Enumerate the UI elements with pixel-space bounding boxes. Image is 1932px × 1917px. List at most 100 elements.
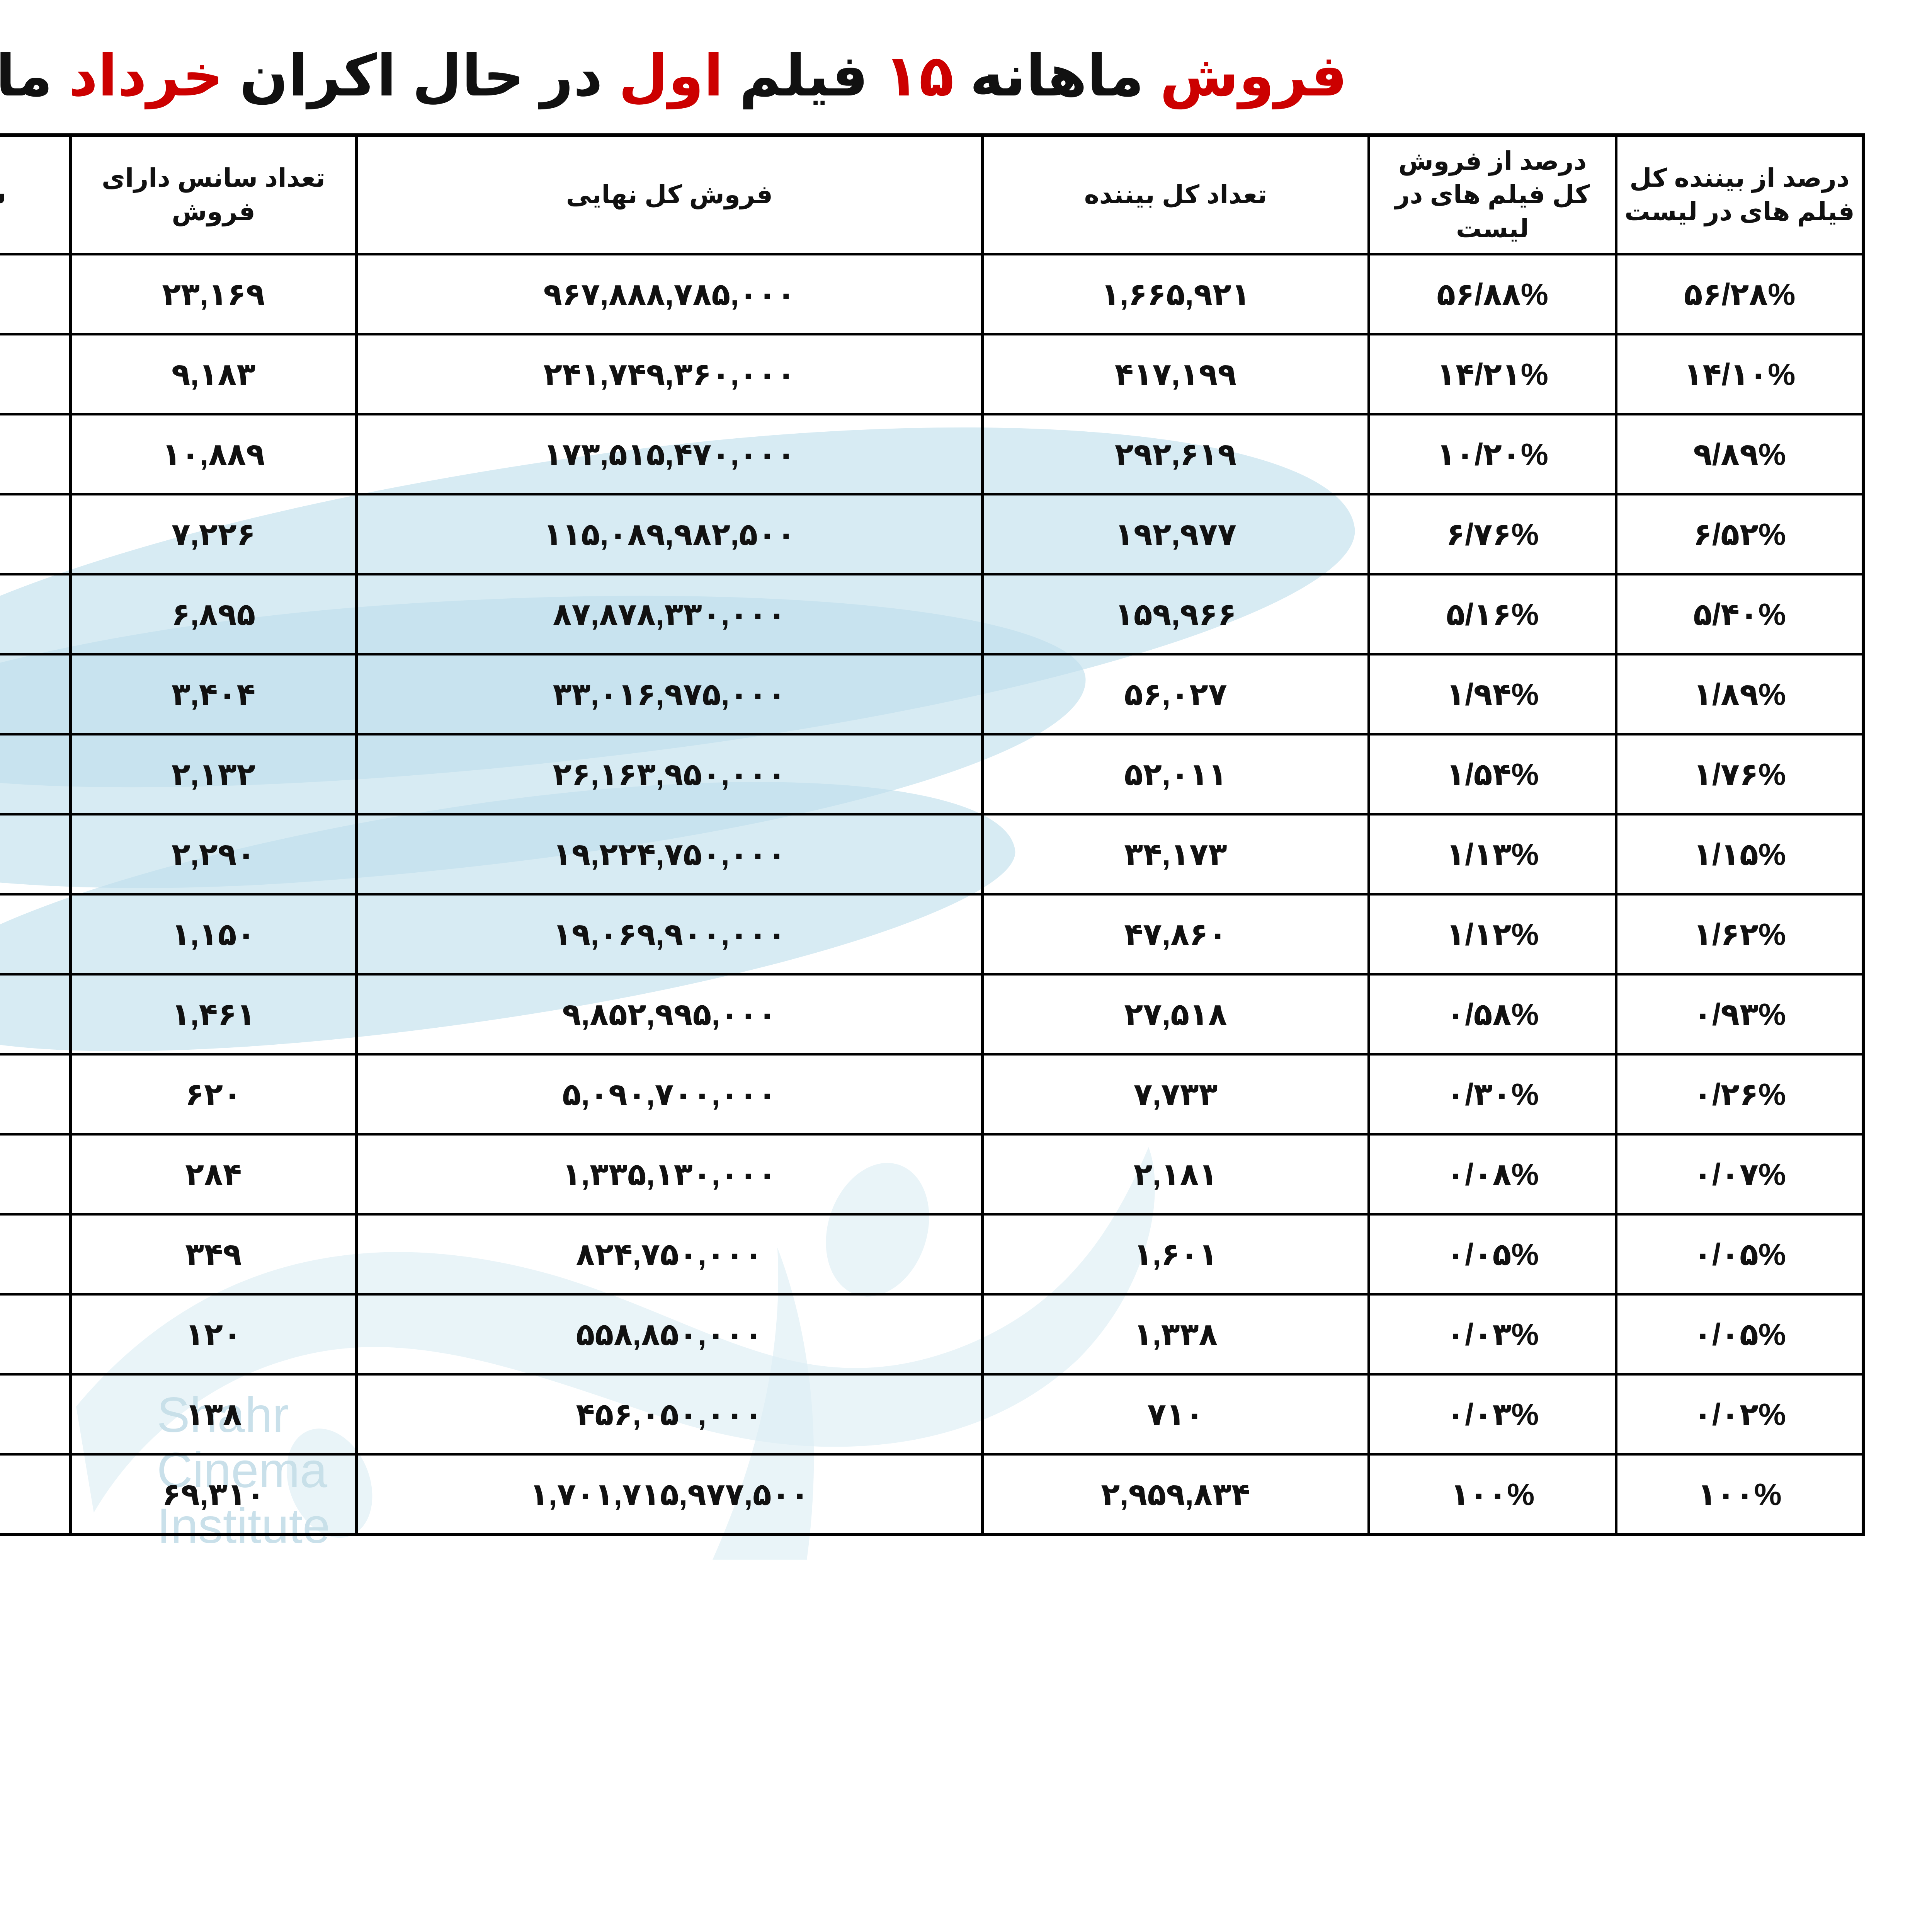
- cell-total-viewers: ۲۷,۵۱۸: [981, 973, 1370, 1056]
- cell-total-viewers: ۱۹۲,۹۷۷: [981, 493, 1370, 575]
- cell-percent-of-total-sales: ۰/۳۰%: [1367, 1053, 1617, 1136]
- cell-percent-of-total-viewers: ۱/۷۶%: [1615, 733, 1865, 815]
- page-title-segment: اول: [618, 44, 723, 108]
- cell-percent-of-total-viewers: ۱/۶۲%: [1615, 893, 1865, 976]
- monthly-box-office-table: درصد از بیننده کل فیلم های در لیست درصد …: [0, 133, 1865, 1536]
- page-title-segment: خرداد: [68, 44, 224, 108]
- cell-percent-of-total-sales: ۱۴/۲۱%: [1367, 333, 1617, 415]
- cell-percent-of-total-viewers: ۹/۸۹%: [1615, 413, 1865, 495]
- cell-percent-of-total-viewers: ۵/۴۰%: [1615, 573, 1865, 655]
- page-title-segment: فروش: [1160, 44, 1347, 108]
- cell-percent-of-total-viewers: ۰/۰۷%: [1615, 1133, 1865, 1216]
- cell-percent-of-total-viewers: ۱/۱۵%: [1615, 813, 1865, 896]
- cell-total-viewers: ۵۲,۰۱۱: [981, 733, 1370, 815]
- table-row: ۹/۸۹%۱۰/۲۰%۲۹۲,۶۱۹۱۷۳,۵۱۵,۴۷۰,۰۰۰۱۰,۸۸۹۲…: [0, 413, 1865, 495]
- cell-total-sessions-sum: ۶۹,۳۱۰: [69, 1453, 358, 1536]
- page-title: فروش ماهانه ۱۵ فیلم اول در حال اکران خرد…: [0, 43, 1932, 109]
- cell-cinemas: ۸۳: [0, 893, 72, 976]
- cell-total-gross: ۱۹,۰۶۹,۹۰۰,۰۰۰: [355, 893, 984, 976]
- cell-percent-of-total-sales: ۶/۷۶%: [1367, 493, 1617, 575]
- cell-total-gross: ۹۶۷,۸۸۸,۷۸۵,۰۰۰: [355, 253, 984, 335]
- cell-cinemas: ۳۳: [0, 1373, 72, 1456]
- cell-cinemas: ۲۱۴: [0, 573, 72, 655]
- table-row: ۰/۰۷%۰/۰۸%۲,۱۸۱۱,۳۳۵,۱۳۰,۰۰۰۲۸۴۳۲آپاراتچ…: [0, 1133, 1865, 1216]
- cell-percent-of-total-sales: ۰/۰۸%: [1367, 1133, 1617, 1216]
- cell-sessions-with-sales: ۱,۱۵۰: [69, 893, 358, 976]
- page-title-segment: در حال اکران: [223, 44, 619, 108]
- cell-total-gross: ۹,۸۵۲,۹۹۵,۰۰۰: [355, 973, 984, 1056]
- cell-total-viewers: ۱,۶۶۵,۹۲۱: [981, 253, 1370, 335]
- column-header-cinemas: سینما: [0, 134, 72, 255]
- cell-sessions-with-sales: ۱۰,۸۸۹: [69, 413, 358, 495]
- cell-percent-of-total-viewers: ۱۴/۱۰%: [1615, 333, 1865, 415]
- cell-percent-of-total-sales: ۱/۱۳%: [1367, 813, 1617, 896]
- cell-total-gross: ۱۱۵,۰۸۹,۹۸۲,۵۰۰: [355, 493, 984, 575]
- cell-cinemas: ۲۰۴: [0, 493, 72, 575]
- cell-sessions-with-sales: ۳۴۹: [69, 1213, 358, 1296]
- table-total-row: ۱۰۰% ۱۰۰% ۲,۹۵۹,۸۳۴ ۱,۷۰۱,۷۱۵,۹۷۷,۵۰۰ ۶۹,۳۱۰…: [0, 1453, 1865, 1536]
- cell-percent-of-total-viewers: ۰/۰۲%: [1615, 1373, 1865, 1456]
- cell-total-gross: ۲۴۱,۷۴۹,۳۶۰,۰۰۰: [355, 333, 984, 415]
- cell-percent-of-total-sales: ۰/۰۳%: [1367, 1293, 1617, 1376]
- cell-percent-of-total-sales: ۱/۹۴%: [1367, 653, 1617, 735]
- column-header-sessions-with-sales: تعداد سانس دارای فروش: [69, 134, 358, 255]
- cell-total-gross: ۲۶,۱۶۳,۹۵۰,۰۰۰: [355, 733, 984, 815]
- cell-sessions-with-sales: ۱۳۸: [69, 1373, 358, 1456]
- column-header-total-viewers: تعداد کل بیننده: [981, 134, 1370, 255]
- cell-percent-of-total-viewers: ۱/۸۹%: [1615, 653, 1865, 735]
- cell-total-gross: ۱,۳۳۵,۱۳۰,۰۰۰: [355, 1133, 984, 1216]
- cell-percent-of-total-viewers: ۰/۰۵%: [1615, 1213, 1865, 1296]
- cell-percent-of-total-viewers: ۰/۹۳%: [1615, 973, 1865, 1056]
- cell-total-viewers: ۱,۳۳۸: [981, 1293, 1370, 1376]
- cell-percent-of-total-sales: ۱/۱۲%: [1367, 893, 1617, 976]
- cell-percent-of-total-sales: ۰/۰۳%: [1367, 1373, 1617, 1456]
- cell-total-viewers: ۲۹۲,۶۱۹: [981, 413, 1370, 495]
- cell-sessions-with-sales: ۲۳,۱۶۹: [69, 253, 358, 335]
- cell-percent-of-total-sales: ۱۰/۲۰%: [1367, 413, 1617, 495]
- table-row: ۱/۱۵%۱/۱۳%۳۴,۱۷۳۱۹,۲۲۴,۷۵۰,۰۰۰۲,۲۹۰۱۲۷قل…: [0, 813, 1865, 896]
- cell-sessions-with-sales: ۶۲۰: [69, 1053, 358, 1136]
- cell-cinemas: ۲۳۳: [0, 413, 72, 495]
- table-row: ۱/۸۹%۱/۹۴%۵۶,۰۲۷۳۳,۰۱۶,۹۷۵,۰۰۰۳,۴۰۴۱۴۱بی…: [0, 653, 1865, 735]
- cell-cinemas: ۱۲۷: [0, 813, 72, 896]
- cell-cinemas: ۱۴۱: [0, 653, 72, 735]
- cell-percent-of-total-sales: ۰/۵۸%: [1367, 973, 1617, 1056]
- page-title-segment: فیلم: [723, 44, 884, 108]
- page-title-segment: ماه: [0, 44, 53, 108]
- page-title-segment: ۱۵: [884, 44, 954, 108]
- table-row: ۱۴/۱۰%۱۴/۲۱%۴۱۷,۱۹۹۲۴۱,۷۴۹,۳۶۰,۰۰۰۹,۱۸۳۲…: [0, 333, 1865, 415]
- cell-sessions-with-sales: ۱,۴۶۱: [69, 973, 358, 1056]
- cell-cinemas: ۲۵: [0, 1293, 72, 1376]
- cell-sessions-with-sales: ۳,۴۰۴: [69, 653, 358, 735]
- cell-percent-of-total-sales: ۵/۱۶%: [1367, 573, 1617, 655]
- page-title-segment: ماهانه: [954, 44, 1160, 108]
- cell-sessions-with-sales: ۹,۱۸۳: [69, 333, 358, 415]
- cell-total-gross: ۱۷۳,۵۱۵,۴۷۰,۰۰۰: [355, 413, 984, 495]
- cell-total-gross: ۸۲۴,۷۵۰,۰۰۰: [355, 1213, 984, 1296]
- column-header-percent-of-total-sales: درصد از فروش کل فیلم های در لیست: [1367, 134, 1617, 255]
- cell-cinemas: ۲۰۸: [0, 333, 72, 415]
- cell-total-viewers: ۷۱۰: [981, 1373, 1370, 1456]
- cell-cinemas: ۸۰: [0, 1053, 72, 1136]
- table-header-row: درصد از بیننده کل فیلم های در لیست درصد …: [0, 134, 1865, 255]
- cell-cinemas: ۲۵۷: [0, 253, 72, 335]
- column-header-percent-of-total-viewers: درصد از بیننده کل فیلم های در لیست: [1615, 134, 1865, 255]
- cell-total-viewers: ۲,۱۸۱: [981, 1133, 1370, 1216]
- table-row: ۶/۵۲%۶/۷۶%۱۹۲,۹۷۷۱۱۵,۰۸۹,۹۸۲,۵۰۰۷,۲۲۶۲۰۴…: [0, 493, 1865, 575]
- cell-total-viewers: ۱,۶۰۱: [981, 1213, 1370, 1296]
- column-header-total-gross: فروش کل نهایی: [355, 134, 984, 255]
- cell-sessions-with-sales: ۲۸۴: [69, 1133, 358, 1216]
- cell-total-viewers: ۴۱۷,۱۹۹: [981, 333, 1370, 415]
- cell-total-gross: ۴۵۶,۰۵۰,۰۰۰: [355, 1373, 984, 1456]
- cell-total-gross-sum: ۱,۷۰۱,۷۱۵,۹۷۷,۵۰۰: [355, 1453, 984, 1536]
- cell-percent-of-total-sales: ۵۶/۸۸%: [1367, 253, 1617, 335]
- cell-percent-of-total-viewers: ۶/۵۲%: [1615, 493, 1865, 575]
- table-row: ۱/۷۶%۱/۵۴%۵۲,۰۱۱۲۶,۱۶۳,۹۵۰,۰۰۰۲,۱۳۲۱۱۸عط…: [0, 733, 1865, 815]
- cell-total-gross: ۵,۰۹۰,۷۰۰,۰۰۰: [355, 1053, 984, 1136]
- cell-total-viewers: ۷,۷۳۳: [981, 1053, 1370, 1136]
- cell-percent-of-total-viewers: ۰/۲۶%: [1615, 1053, 1865, 1136]
- cell-cinemas: ۳۲: [0, 1133, 72, 1216]
